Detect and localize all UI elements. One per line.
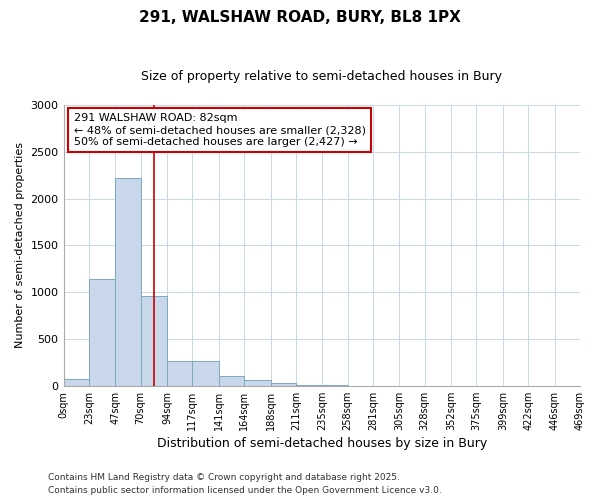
Bar	[271, 383, 296, 386]
Title: Size of property relative to semi-detached houses in Bury: Size of property relative to semi-detach…	[141, 70, 502, 83]
Bar	[64, 379, 89, 386]
Y-axis label: Number of semi-detached properties: Number of semi-detached properties	[15, 142, 25, 348]
Bar	[296, 385, 322, 386]
Bar	[193, 360, 219, 386]
Bar	[167, 361, 193, 386]
Bar	[244, 380, 271, 386]
Text: 291, WALSHAW ROAD, BURY, BL8 1PX: 291, WALSHAW ROAD, BURY, BL8 1PX	[139, 10, 461, 25]
Bar	[89, 279, 115, 386]
Bar	[140, 296, 167, 386]
Text: 291 WALSHAW ROAD: 82sqm
← 48% of semi-detached houses are smaller (2,328)
50% of: 291 WALSHAW ROAD: 82sqm ← 48% of semi-de…	[74, 114, 366, 146]
X-axis label: Distribution of semi-detached houses by size in Bury: Distribution of semi-detached houses by …	[157, 437, 487, 450]
Bar	[219, 376, 244, 386]
Text: Contains HM Land Registry data © Crown copyright and database right 2025.
Contai: Contains HM Land Registry data © Crown c…	[48, 474, 442, 495]
Bar	[115, 178, 140, 386]
